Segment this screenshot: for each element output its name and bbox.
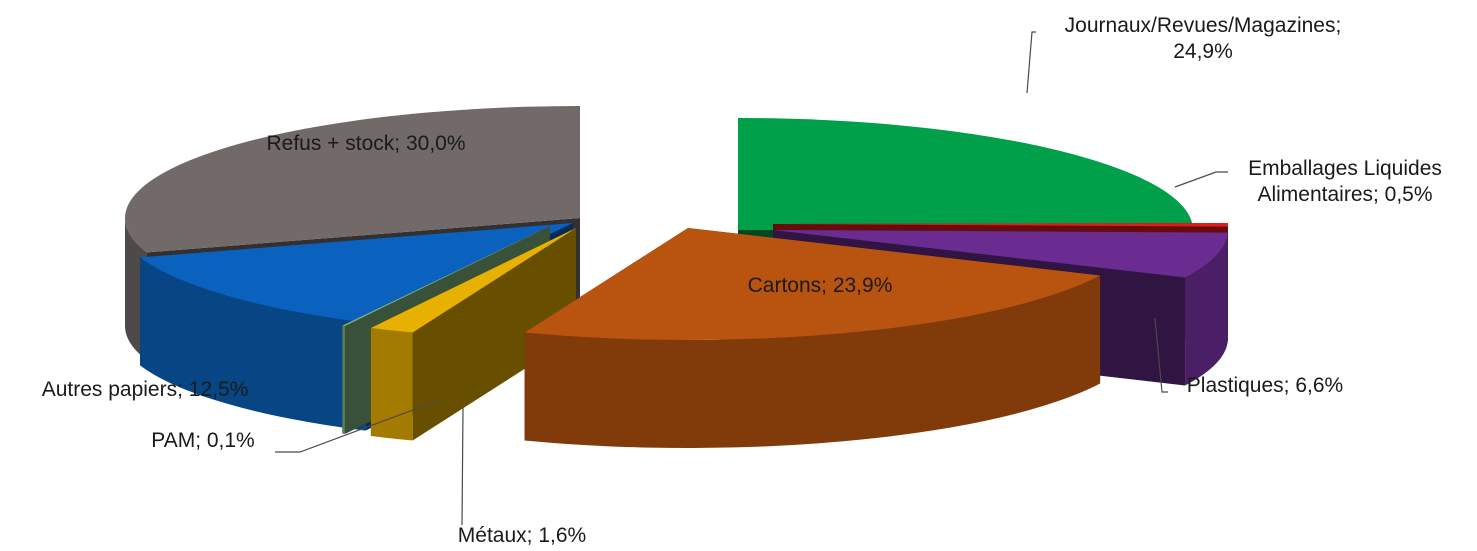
data-label-autres-papiers: Autres papiers; 12,5% xyxy=(42,378,249,401)
data-label-journaux-revues-magazines: 24,9% xyxy=(1173,40,1233,63)
data-label-plastiques: Plastiques; 6,6% xyxy=(1187,374,1343,397)
data-label-pam: PAM; 0,1% xyxy=(151,429,254,452)
data-label-metaux: Métaux; 1,6% xyxy=(458,524,586,547)
leader-line-journaux-revues-magazines xyxy=(1026,31,1036,94)
slice-metaux xyxy=(370,228,576,441)
data-label-emballages-liquides-alimentaires: Alimentaires; 0,5% xyxy=(1257,183,1432,206)
leader-line-pam xyxy=(275,399,441,453)
data-label-refus-stock: Refus + stock; 30,0% xyxy=(266,132,465,155)
data-label-cartons: Cartons; 23,9% xyxy=(748,274,893,297)
slice-cartons xyxy=(524,228,1101,448)
leader-line-plastiques xyxy=(1154,317,1168,393)
data-label-journaux-revues-magazines: Journaux/Revues/Magazines; xyxy=(1065,14,1342,37)
leader-line-metaux xyxy=(461,407,464,526)
leader-line-emballages-liquides-alimentaires xyxy=(1174,171,1228,188)
data-label-emballages-liquides-alimentaires: Emballages Liquides xyxy=(1248,157,1442,180)
